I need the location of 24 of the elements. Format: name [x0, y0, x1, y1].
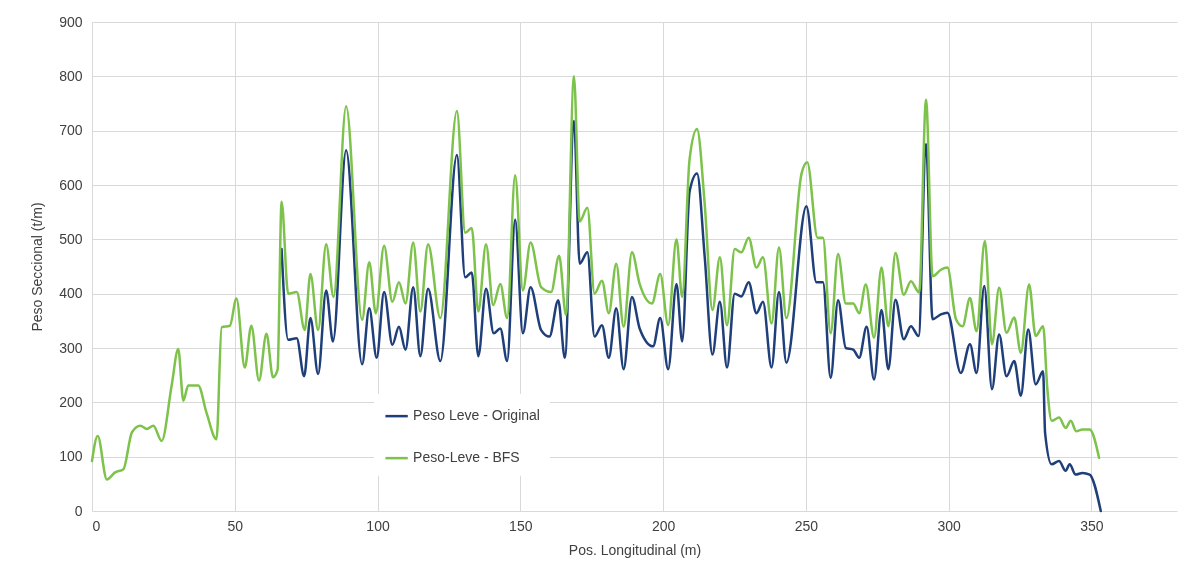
- x-tick-label: 100: [366, 517, 390, 534]
- line-series: [280, 119, 1103, 513]
- y-tick-label: 600: [59, 176, 83, 193]
- y-tick-label: 800: [59, 67, 83, 84]
- x-tick-label: 250: [794, 517, 819, 534]
- y-tick-label: 900: [59, 13, 83, 30]
- y-axis-title: Peso Seccional (t/m): [29, 202, 46, 332]
- x-tick-label: 150: [509, 517, 533, 534]
- y-tick-label: 400: [59, 285, 83, 302]
- y-tick-label: 500: [59, 230, 83, 247]
- y-tick-label: 200: [59, 393, 83, 410]
- y-tick-label: 0: [74, 502, 83, 519]
- x-tick-label: 200: [651, 517, 676, 534]
- x-tick-label: 350: [1080, 517, 1104, 534]
- x-axis-title: Pos. Longitudinal (m): [568, 541, 702, 558]
- line-series: [90, 75, 1101, 481]
- legend-label: Peso Leve - Original: [413, 407, 540, 424]
- y-tick-label: 100: [59, 448, 83, 465]
- y-tick-label: 300: [59, 339, 83, 356]
- x-tick-label: 50: [227, 517, 244, 534]
- x-tick-label: 300: [937, 517, 961, 534]
- legend-label: Peso-Leve - BFS: [413, 449, 520, 466]
- y-tick-label: 700: [59, 122, 83, 139]
- x-tick-label: 0: [92, 517, 101, 534]
